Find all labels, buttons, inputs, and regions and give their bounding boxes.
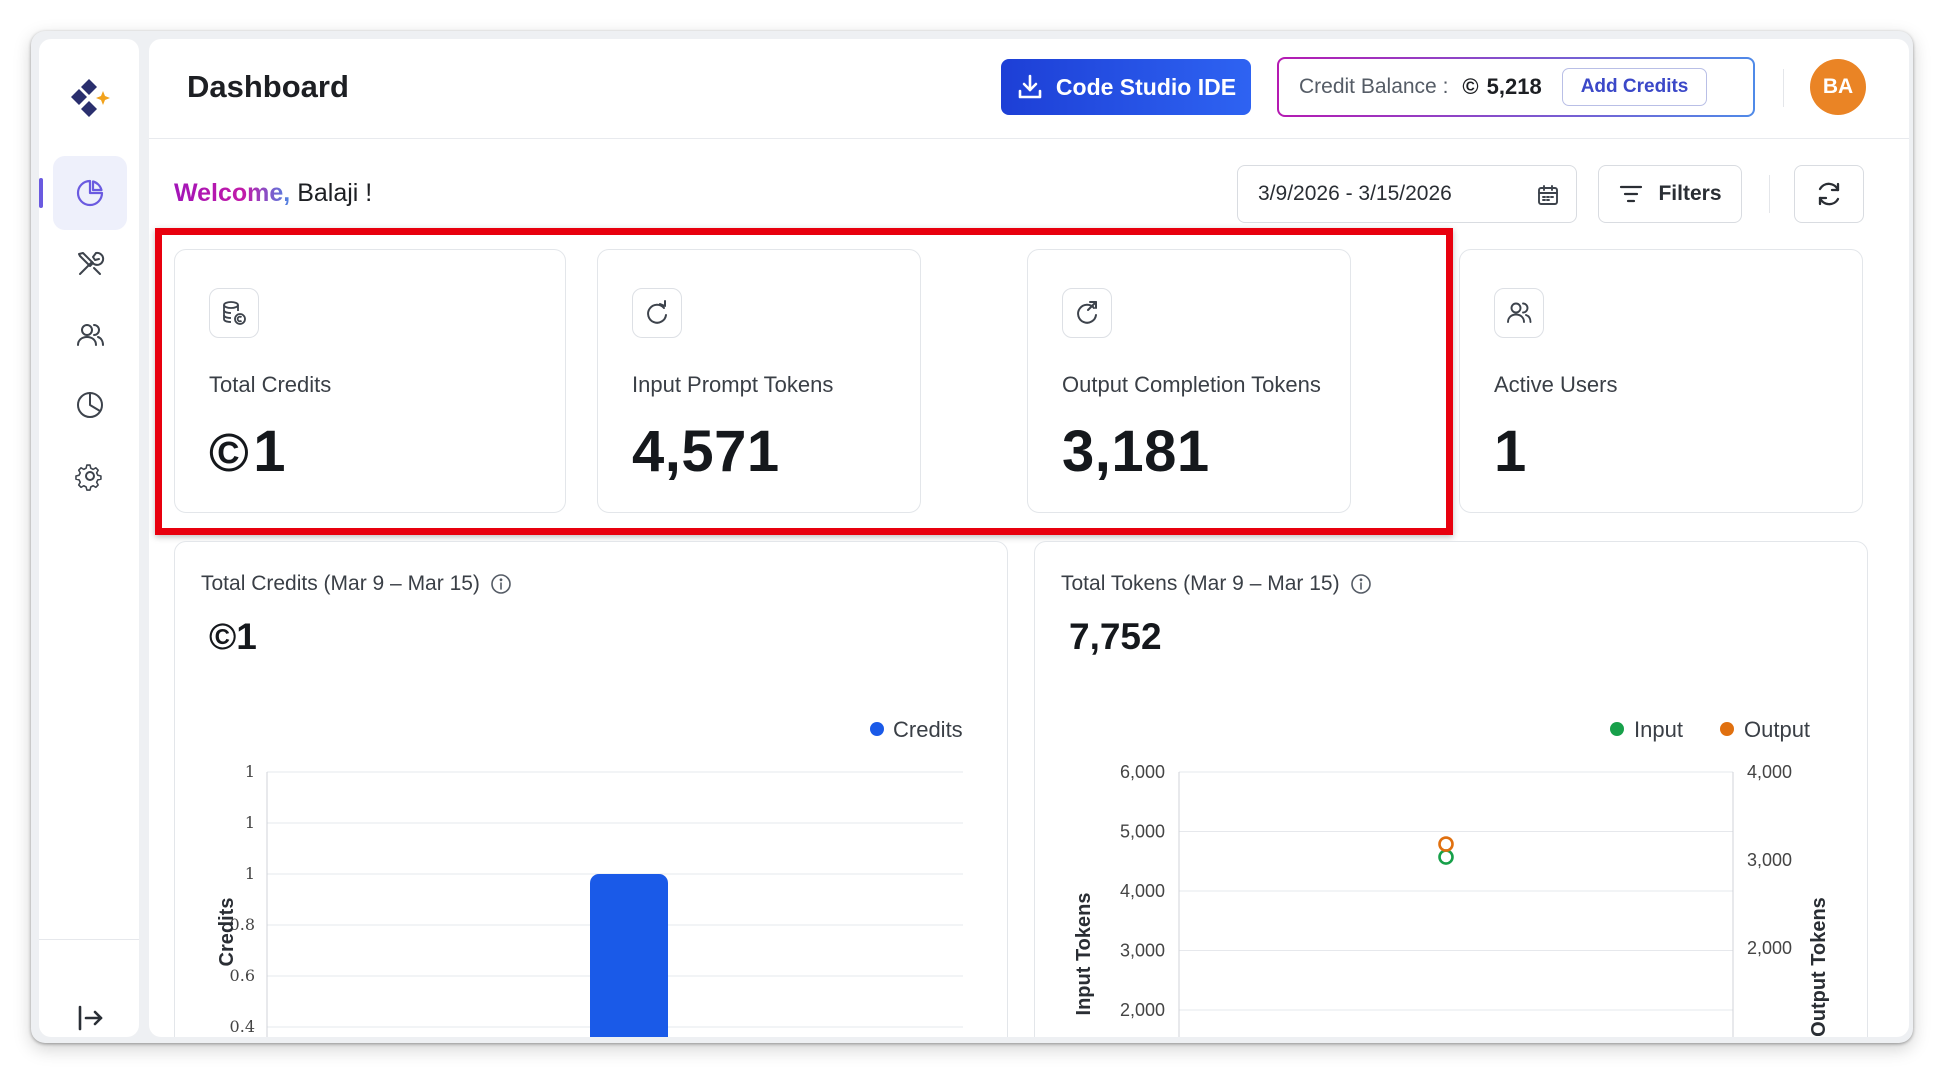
- y-axis-label-right: Output Tokens: [1808, 897, 1830, 1037]
- logout-button[interactable]: [53, 981, 127, 1055]
- tokens-scatter-chart: Input Output 6,000 5,000 4,000 3,000 2,000 4,00…: [1073, 717, 1830, 1037]
- chart-total-value: 1: [236, 616, 257, 657]
- y-tick-label: 0.8: [230, 915, 255, 934]
- legend-label-output: Output: [1744, 717, 1810, 742]
- chart-title-text: Total Credits (Mar 9 – Mar 15): [201, 572, 480, 595]
- avatar[interactable]: BA: [1810, 59, 1866, 115]
- y-axis-label-left: Input Tokens: [1073, 893, 1095, 1016]
- tokens-chart-card: Total Tokens (Mar 9 – Mar 15) 7,752 Inpu…: [1034, 541, 1868, 1037]
- refresh-arrow-icon: [632, 288, 682, 338]
- y-tick-label: 0.6: [230, 966, 255, 985]
- chart-title: Total Credits (Mar 9 – Mar 15): [201, 572, 512, 596]
- y-tick-label-right: 3,000: [1747, 850, 1792, 870]
- y-tick-label-right: 4,000: [1747, 762, 1792, 782]
- stat-label: Total Credits: [209, 372, 332, 397]
- stat-card-total-credits: Total Credits ©1: [174, 249, 566, 513]
- info-icon[interactable]: [1350, 573, 1372, 595]
- stat-value: 3,181: [1062, 419, 1210, 484]
- sidebar-item-settings[interactable]: [53, 439, 127, 513]
- stat-label: Input Prompt Tokens: [632, 372, 834, 397]
- calendar-icon: [1538, 185, 1558, 205]
- sidebar-divider: [39, 939, 139, 940]
- legend-label-credits: Credits: [893, 717, 963, 742]
- stat-number: 1: [253, 419, 287, 484]
- filter-icon: [1620, 185, 1643, 203]
- credit-balance-label: Credit Balance :: [1299, 75, 1449, 98]
- y-tick-label-right: 2,000: [1747, 938, 1792, 958]
- sidebar-item-dashboard[interactable]: [39, 156, 127, 230]
- date-range-picker[interactable]: 3/9/2026 - 3/15/2026: [1237, 165, 1577, 223]
- credit-balance-box: Credit Balance : © 5,218 Add Credits: [1277, 57, 1755, 117]
- refresh-icon: [1818, 182, 1840, 206]
- app-logo: [61, 71, 117, 127]
- filters-button[interactable]: Filters: [1598, 165, 1742, 223]
- legend-marker-credits: [870, 722, 884, 736]
- download-icon: [1018, 74, 1042, 99]
- y-tick-label-left: 6,000: [1120, 762, 1165, 782]
- main-panel: Dashboard Code Studio IDE Credit Balance…: [149, 39, 1909, 1037]
- welcome-message: Welcome, Balaji !: [174, 179, 372, 208]
- stat-value: 4,571: [632, 419, 780, 484]
- chart-total: 7,752: [1069, 616, 1162, 657]
- toolbar-divider: [1769, 175, 1770, 213]
- y-tick-label: 1: [245, 864, 255, 883]
- add-credits-button[interactable]: Add Credits: [1561, 68, 1708, 106]
- chart-total: ©1: [209, 616, 257, 658]
- gear-icon: [75, 464, 102, 491]
- y-tick-label-left: 3,000: [1120, 941, 1165, 961]
- y-axis-label: Credits: [216, 898, 238, 967]
- refresh-arrow-icon: [1062, 288, 1112, 338]
- data-point-output: [1438, 836, 1454, 852]
- y-tick-label: 1: [245, 762, 255, 781]
- top-bar: Dashboard Code Studio IDE Credit Balance…: [149, 39, 1909, 139]
- legend-label-input: Input: [1634, 717, 1683, 742]
- stat-label: Active Users: [1494, 372, 1618, 397]
- y-tick-label: 0.4: [230, 1017, 255, 1036]
- y-tick-label-left: 2,000: [1120, 1000, 1165, 1020]
- y-tick-label: 1: [245, 813, 255, 832]
- info-icon[interactable]: [490, 573, 512, 595]
- users-icon: [1494, 288, 1544, 338]
- chart-title-text: Total Tokens (Mar 9 – Mar 15): [1061, 572, 1340, 595]
- credit-coin-icon: ©: [209, 423, 250, 483]
- pie-chart-icon: [77, 392, 103, 418]
- code-studio-ide-button[interactable]: Code Studio IDE: [1001, 59, 1251, 115]
- sidebar: [39, 39, 139, 1037]
- y-tick-label-left: 5,000: [1120, 822, 1165, 842]
- stat-value: ©1: [209, 418, 286, 485]
- stat-card-input-tokens: Input Prompt Tokens 4,571: [597, 249, 921, 513]
- topbar-divider: [1783, 69, 1784, 107]
- legend-marker-input: [1610, 722, 1624, 736]
- logout-icon: [78, 1005, 103, 1031]
- tools-icon: [78, 251, 105, 275]
- date-range-value: 3/9/2026 - 3/15/2026: [1258, 182, 1452, 205]
- credit-coin-icon: ©: [209, 616, 237, 657]
- welcome-user-name: Balaji !: [297, 179, 373, 207]
- refresh-button[interactable]: [1794, 165, 1864, 223]
- sidebar-item-users[interactable]: [53, 298, 127, 372]
- sidebar-item-tools[interactable]: [53, 227, 127, 301]
- page-title: Dashboard: [187, 69, 349, 104]
- credits-icon: [209, 288, 259, 338]
- credit-coin-icon: ©: [1462, 74, 1479, 99]
- users-icon: [77, 324, 104, 346]
- welcome-greeting: Welcome,: [174, 179, 291, 207]
- chart-title: Total Tokens (Mar 9 – Mar 15): [1061, 572, 1372, 596]
- filters-label: Filters: [1658, 182, 1722, 205]
- credit-balance-value: 5,218: [1486, 74, 1542, 99]
- pie-chart-icon: [76, 179, 104, 207]
- data-point-input: [1438, 849, 1454, 865]
- code-studio-ide-label: Code Studio IDE: [1055, 73, 1237, 100]
- legend-marker-output: [1720, 722, 1734, 736]
- credits-chart-card: Total Credits (Mar 9 – Mar 15) ©1 Credit…: [174, 541, 1008, 1037]
- stat-label: Output Completion Tokens: [1062, 372, 1321, 397]
- credits-bar-chart: Credits 1 1 1 0.8 0.6 0.4 Credits: [216, 717, 963, 1037]
- sidebar-item-analytics[interactable]: [53, 368, 127, 442]
- y-tick-label-left: 4,000: [1120, 881, 1165, 901]
- stat-card-active-users: Active Users 1: [1459, 249, 1863, 513]
- stat-card-output-tokens: Output Completion Tokens 3,181: [1027, 249, 1351, 513]
- stat-value: 1: [1494, 419, 1527, 484]
- bar-credits: [590, 874, 668, 1037]
